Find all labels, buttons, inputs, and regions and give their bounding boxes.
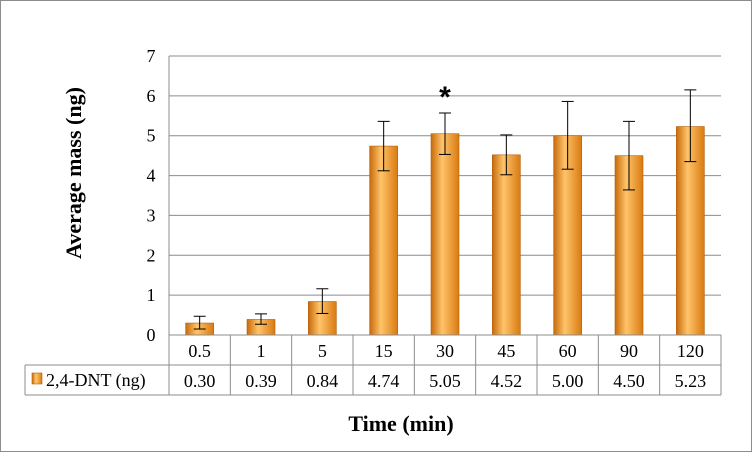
y-axis-title: Average mass (ng): [61, 87, 86, 259]
y-tick-label: 7: [147, 46, 156, 66]
y-tick-label: 0: [147, 325, 156, 345]
category-label: 5: [318, 341, 327, 361]
value-cell: 4.50: [613, 371, 645, 391]
category-label: 1: [257, 341, 266, 361]
bar-15: [369, 145, 398, 336]
value-cell: 4.74: [368, 371, 400, 391]
bar-45: [492, 154, 521, 336]
y-tick-label: 5: [147, 126, 156, 146]
error-bars: *: [193, 81, 697, 330]
bars: [185, 126, 705, 336]
value-cell: 4.52: [491, 371, 523, 391]
value-cell: 5.05: [429, 371, 461, 391]
category-label: 0.5: [188, 341, 211, 361]
value-cell: 0.30: [184, 371, 216, 391]
category-label: 90: [620, 341, 638, 361]
category-label: 15: [375, 341, 393, 361]
value-cell: 5.00: [552, 371, 584, 391]
significance-asterisk: *: [439, 81, 451, 114]
legend-swatch: [31, 372, 43, 385]
category-label: 30: [436, 341, 454, 361]
y-tick-label: 4: [147, 166, 156, 186]
value-cell: 0.39: [245, 371, 277, 391]
legend-label: 2,4-DNT (ng): [46, 370, 146, 391]
bar-30: [430, 133, 460, 336]
category-label: 120: [677, 341, 704, 361]
y-axis-ticks: 0 1 2 3 4 5 6 7: [147, 46, 156, 345]
value-cell: 5.23: [675, 371, 707, 391]
y-tick-label: 2: [147, 245, 156, 265]
category-label: 60: [559, 341, 577, 361]
value-cell: 0.84: [307, 371, 339, 391]
category-label: 45: [497, 341, 515, 361]
y-tick-label: 1: [147, 285, 156, 305]
y-tick-label: 3: [147, 205, 156, 225]
y-tick-label: 6: [147, 86, 156, 106]
x-axis-title: Time (min): [348, 411, 453, 436]
